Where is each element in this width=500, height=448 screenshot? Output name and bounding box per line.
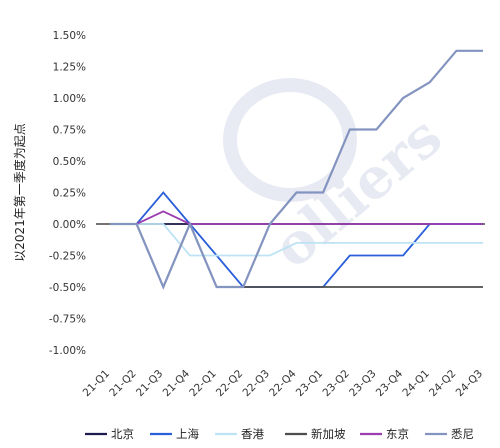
x-tick-label: 24-Q3 bbox=[454, 368, 485, 399]
x-tick-label: 23-Q3 bbox=[347, 368, 378, 399]
legend-label: 悉尼 bbox=[451, 427, 474, 441]
y-tick-label: 0.25% bbox=[53, 188, 86, 200]
legend: 北京 上海 香港 新加坡 东京 悉尼 bbox=[85, 427, 474, 441]
series-line-香港 bbox=[110, 223, 483, 257]
x-tick-label: 24-Q2 bbox=[427, 368, 458, 399]
y-tick-label: 0.75% bbox=[53, 125, 86, 137]
y-tick-label: 0.50% bbox=[53, 156, 86, 168]
x-tick-label: 24-Q1 bbox=[400, 368, 431, 399]
watermark-logo: olliers bbox=[223, 78, 454, 281]
series-line-悉尼 bbox=[110, 49, 483, 290]
y-tick-label: 1.00% bbox=[53, 93, 86, 105]
y-tick-label: -0.50% bbox=[49, 282, 86, 294]
y-axis-tick-labels: 1.50% 1.25% 1.00% 0.75% 0.50% 0.25% 0.00% -0.25… bbox=[49, 30, 86, 357]
x-tick-label: 21-Q2 bbox=[107, 368, 138, 399]
x-tick-label: 21-Q4 bbox=[161, 367, 193, 399]
legend-label: 北京 bbox=[111, 427, 134, 441]
legend-label: 上海 bbox=[176, 427, 199, 441]
legend-label: 香港 bbox=[241, 427, 264, 441]
x-tick-label: 23-Q2 bbox=[320, 368, 351, 399]
x-tick-label: 22-Q3 bbox=[241, 368, 272, 399]
y-tick-label: -0.25% bbox=[49, 251, 86, 263]
y-tick-label: -0.75% bbox=[49, 314, 86, 326]
y-tick-label: 1.25% bbox=[53, 62, 86, 74]
x-tick-label: 21-Q1 bbox=[81, 368, 112, 399]
x-tick-label: 22-Q2 bbox=[214, 368, 245, 399]
y-axis-title: 以2021年第一季度为起点 bbox=[12, 123, 27, 262]
x-tick-label: 22-Q4 bbox=[267, 367, 299, 399]
y-tick-label: -1.00% bbox=[49, 345, 86, 357]
x-tick-label: 22-Q1 bbox=[187, 368, 218, 399]
y-axis-title-text: 以2021年第一季度为起点 bbox=[12, 123, 27, 262]
x-tick-label: 23-Q1 bbox=[294, 368, 325, 399]
legend-label: 新加坡 bbox=[311, 427, 346, 441]
series-lines bbox=[110, 49, 483, 290]
y-tick-label: 1.50% bbox=[53, 30, 86, 42]
y-tick-label: 0.00% bbox=[53, 219, 86, 231]
legend-label: 东京 bbox=[386, 427, 409, 441]
x-tick-label: 21-Q3 bbox=[134, 368, 165, 399]
x-axis-tick-labels: 21-Q121-Q221-Q321-Q422-Q122-Q222-Q322-Q4… bbox=[81, 367, 485, 399]
x-tick-label: 23-Q4 bbox=[374, 367, 406, 399]
series-line-东京 bbox=[110, 210, 483, 225]
